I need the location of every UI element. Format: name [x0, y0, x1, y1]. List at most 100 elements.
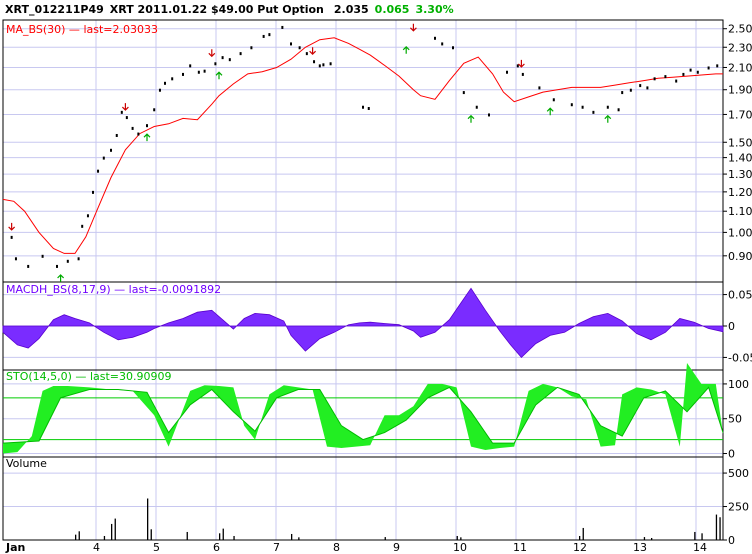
price-point: [617, 108, 620, 112]
price-point: [716, 64, 719, 68]
price-point: [27, 264, 30, 268]
buy-arrow: [57, 274, 65, 282]
price-point: [629, 88, 632, 92]
buy-arrow: [604, 114, 612, 123]
volume-panel-frame: [2, 456, 724, 541]
volume-axis-tick-label: 250: [728, 501, 749, 514]
price-point: [318, 64, 321, 68]
volume-bar: [715, 514, 718, 540]
price-point: [707, 66, 710, 70]
price-panel-label: MA_BS(30) — last=2.03033: [6, 23, 158, 36]
volume-bar: [103, 535, 106, 540]
price-axis-tick-label: 1.70: [728, 108, 752, 121]
price-point: [653, 77, 656, 81]
price-axis-tick-label: 1.90: [728, 84, 752, 97]
price-point: [696, 70, 699, 74]
price-point: [221, 56, 224, 60]
x-tick-label: 12: [573, 541, 587, 554]
macd-axis-tick-label: -0.05: [728, 351, 752, 364]
price-point: [203, 69, 206, 73]
volume-bar: [222, 528, 224, 540]
price-point: [475, 105, 478, 109]
price-point: [322, 63, 325, 67]
sell-arrow: [409, 23, 417, 32]
price-point: [290, 42, 292, 46]
volume-bar: [150, 529, 152, 540]
price-point: [110, 148, 112, 152]
volume-bar: [651, 537, 653, 540]
price-axis-tick-label: 0.90: [728, 250, 752, 263]
volume-bar: [75, 534, 77, 540]
price-point: [313, 60, 316, 64]
sto-axis-tick-label: 100: [728, 378, 749, 391]
price-point: [268, 33, 271, 37]
volume-bar: [147, 498, 149, 540]
volume-bar: [582, 527, 584, 540]
sell-arrow: [309, 47, 317, 56]
sell-arrow: [121, 103, 129, 111]
volume-bar: [719, 517, 721, 540]
volume-bar: [460, 537, 462, 540]
volume-bar: [111, 523, 113, 540]
sto-d-line: [2, 386, 724, 444]
last-price: 2.035: [333, 3, 369, 16]
buy-arrow: [143, 133, 151, 142]
x-tick-label: Jan: [5, 541, 25, 554]
sto-panel-label: STO(14,5,0) — last=30.90909: [6, 370, 171, 383]
buy-arrow: [402, 45, 410, 54]
price-change-pct: 3.30%: [415, 3, 454, 16]
price-point: [281, 25, 284, 29]
volume-bar: [643, 537, 646, 540]
price-point: [675, 79, 678, 83]
price-axis-tick-label: 2.10: [728, 61, 752, 74]
price-point: [538, 86, 541, 90]
volume-axis-tick-label: 0: [728, 534, 735, 547]
sell-arrow: [517, 59, 525, 68]
price-point: [86, 214, 89, 218]
price-point: [153, 108, 156, 112]
price-point: [228, 58, 231, 62]
x-tick-label: 4: [93, 541, 100, 554]
price-point: [164, 81, 166, 85]
volume-bar: [186, 531, 188, 540]
macd-axis-tick-label: 0.05: [728, 289, 752, 302]
price-point: [581, 105, 584, 109]
volume-bar: [456, 535, 458, 540]
price-point: [92, 190, 94, 194]
price-point: [189, 64, 192, 68]
x-tick-label: 5: [153, 541, 160, 554]
x-tick-label: 14: [693, 541, 707, 554]
price-point: [552, 98, 555, 102]
price-point: [570, 103, 573, 107]
price-point: [434, 36, 436, 40]
panel-frames: [2, 19, 724, 541]
price-point: [115, 133, 118, 137]
price-point: [305, 52, 308, 56]
volume-bar: [78, 531, 80, 540]
price-point: [158, 88, 161, 92]
price-point: [621, 91, 624, 95]
x-tick-label: 7: [273, 541, 280, 554]
price-point: [521, 72, 524, 76]
price-point: [120, 110, 123, 114]
price-point: [298, 46, 301, 50]
volume-axis-tick-label: 500: [728, 467, 749, 480]
price-point: [77, 257, 80, 261]
price-point: [646, 86, 649, 90]
price-point: [14, 257, 17, 261]
price-point: [137, 132, 140, 136]
price-point: [56, 264, 58, 268]
price-point: [689, 68, 692, 72]
price-point: [639, 84, 642, 88]
x-tick-label: 8: [333, 541, 340, 554]
sell-arrow: [208, 49, 216, 58]
price-point: [452, 46, 454, 50]
price-point: [262, 34, 265, 38]
price-point: [197, 70, 200, 74]
macd-axis-tick-label: 0: [728, 320, 735, 333]
price-point: [506, 70, 508, 74]
price-point: [214, 62, 217, 66]
sto-fill-area: [3, 363, 723, 454]
price-point: [516, 64, 519, 68]
